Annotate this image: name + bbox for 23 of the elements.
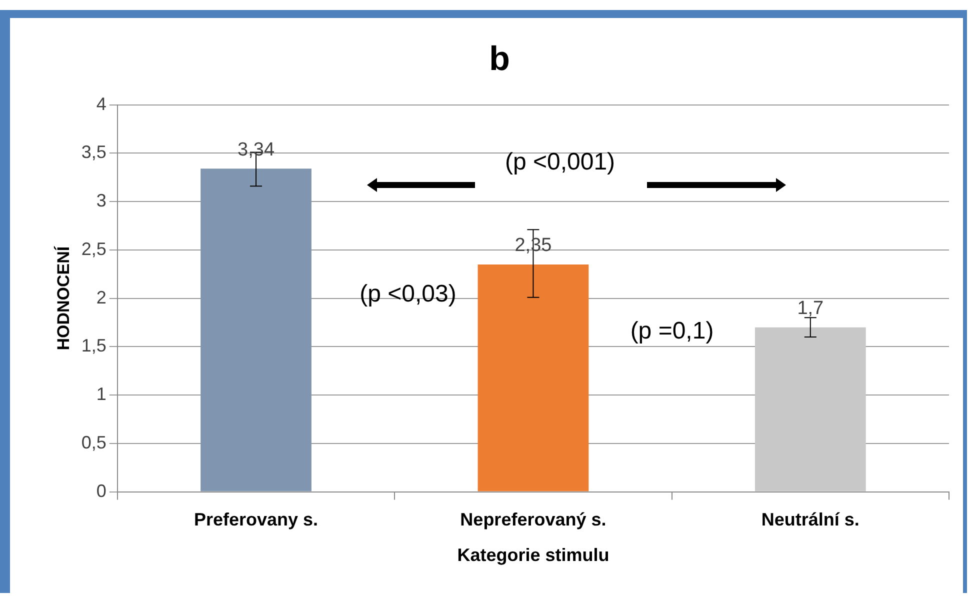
annotation: (p <0,001) <box>504 148 616 176</box>
y-tick-label: 0,5 <box>81 432 106 452</box>
x-axis-title: Kategorie stimulu <box>457 545 610 566</box>
y-tick-label: 2,5 <box>81 238 106 259</box>
y-tick-label: 2 <box>96 287 106 308</box>
x-tick-label: Preferovany s. <box>194 510 318 530</box>
data-label: 3,34 <box>238 139 275 160</box>
y-tick-label: 3,5 <box>81 142 106 162</box>
annotation: (p <0,03) <box>360 280 456 308</box>
bar <box>754 327 866 492</box>
y-tick-label: 3 <box>96 190 106 211</box>
x-tick-label: Neutrální s. <box>761 510 860 530</box>
annotation: (p =0,1) <box>630 318 714 345</box>
y-tick-label: 1 <box>96 384 106 404</box>
y-tick-label: 4 <box>96 94 106 114</box>
bar <box>478 264 589 492</box>
y-tick-label: 0 <box>96 480 106 501</box>
data-label: 1,7 <box>797 298 824 320</box>
y-axis-title: HODNOCENÍ <box>52 245 73 350</box>
y-tick-label: 1,5 <box>81 336 106 356</box>
bar <box>200 168 312 492</box>
chart-title: b <box>489 40 510 78</box>
x-tick-label: Nepreferovaný s. <box>460 510 606 530</box>
